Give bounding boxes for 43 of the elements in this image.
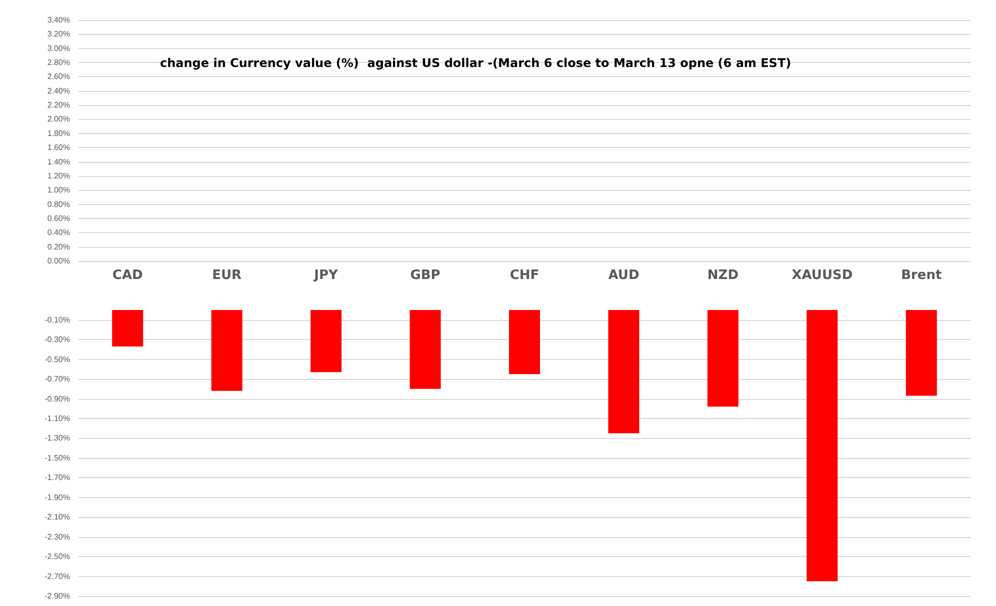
y-tick-label: 2.40%: [47, 86, 70, 96]
y-tick-label: -0.70%: [44, 374, 70, 384]
x-tick-label: EUR: [212, 268, 242, 283]
y-tick-label: 3.00%: [47, 44, 70, 53]
x-tick-label: JPY: [313, 268, 339, 283]
y-tick-label: 2.60%: [47, 72, 70, 82]
y-tick-label: 1.60%: [47, 143, 70, 152]
x-tick-label: GBP: [410, 268, 440, 283]
x-tick-label: XAUUSD: [792, 268, 853, 283]
y-tick-label: -1.30%: [44, 434, 70, 443]
text: change in Currency value (%) against US dollar -(March 6 close to March 13 opne (6 am EST): [160, 56, 792, 70]
y-tick-label: -1.70%: [44, 473, 70, 482]
y-tick-label: 2.00%: [47, 114, 70, 124]
y-tick-label: 0.00%: [47, 256, 70, 266]
y-tick-label: -0.10%: [44, 315, 70, 324]
y-tick-label: -2.30%: [44, 532, 70, 542]
y-tick-label: -1.50%: [44, 453, 70, 462]
y-tick-label: -2.50%: [44, 552, 70, 562]
x-tick-label: AUD: [608, 268, 640, 283]
y-tick-label: 3.40%: [47, 16, 70, 24]
y-tick-label: -0.30%: [44, 335, 70, 344]
y-tick-label: 0.80%: [47, 200, 70, 209]
x-tick-label: Brent: [901, 268, 942, 283]
y-tick-label: -0.50%: [44, 354, 70, 364]
y-tick-label: 1.00%: [47, 186, 70, 195]
x-tick-label: NZD: [707, 268, 739, 283]
y-tick-label: -2.10%: [44, 512, 70, 522]
x-tick-label: CAD: [112, 268, 144, 283]
y-tick-label: -0.90%: [44, 394, 70, 404]
y-tick-label: 0.40%: [47, 228, 70, 238]
y-tick-label: 2.80%: [47, 58, 70, 68]
y-tick-label: 1.40%: [47, 157, 70, 166]
y-tick-label: -1.90%: [44, 492, 70, 502]
y-tick-label: 0.20%: [47, 242, 70, 252]
x-tick-label: CHF: [510, 268, 540, 283]
y-tick-label: 3.20%: [47, 30, 70, 39]
y-tick-label: -1.10%: [44, 414, 70, 423]
y-tick-label: -2.70%: [44, 572, 70, 581]
y-tick-label: 2.20%: [47, 100, 70, 110]
y-tick-label: 1.80%: [47, 128, 70, 138]
y-tick-label: -2.90%: [44, 592, 70, 600]
y-tick-label: 1.20%: [47, 171, 70, 180]
y-tick-label: 0.60%: [47, 214, 70, 223]
